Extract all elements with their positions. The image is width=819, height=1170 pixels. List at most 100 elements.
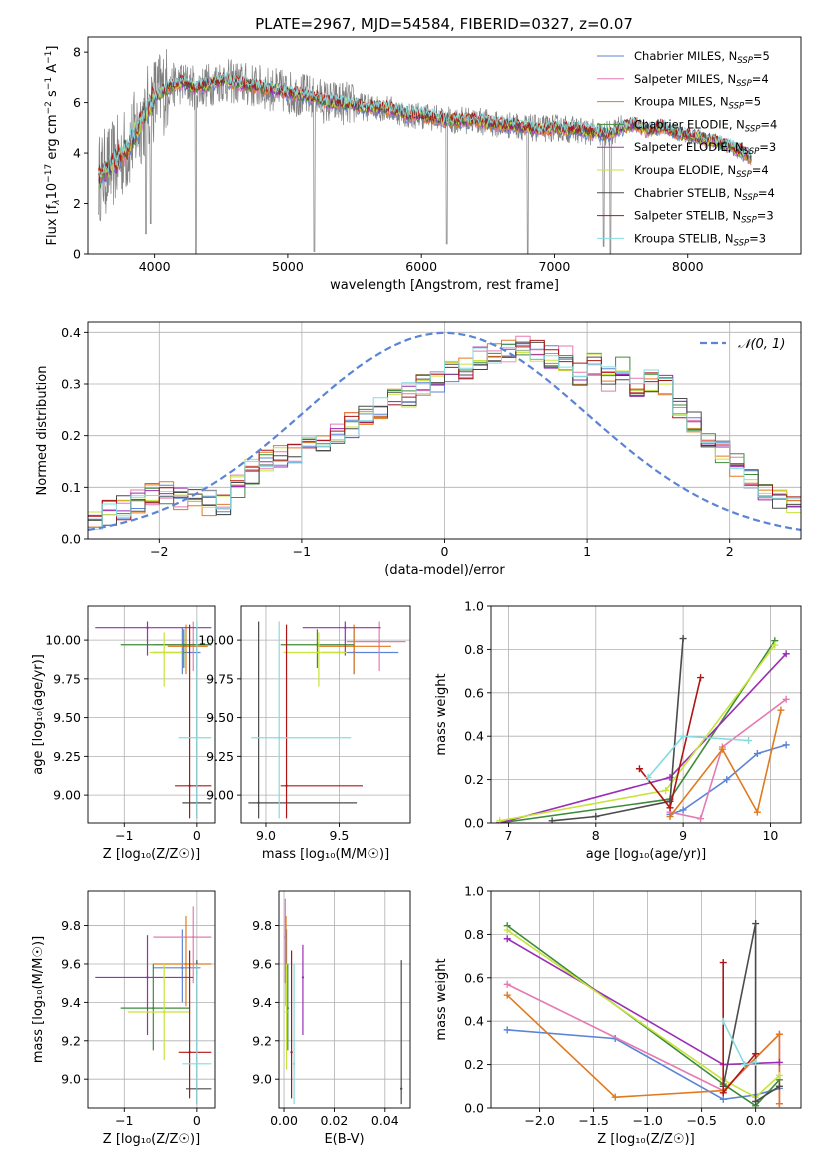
plot-area <box>98 48 752 254</box>
plus-marker <box>503 935 511 943</box>
plus-marker <box>719 1017 727 1025</box>
axes-frame: −1 0 9.0 9.2 9.4 9.6 9.8 Z [log₁₀(Z/Z☉)] mass [l… <box>31 890 216 1147</box>
data-point <box>184 962 188 966</box>
axes-frame: −1 0 9.00 9.25 9.50 9.75 10.00 Z [log₁₀(Z/Z☉)] a… <box>31 605 216 862</box>
y-label-part: ] <box>45 46 60 51</box>
panel-residuals: −2 −1 0 1 2 0.0 0.1 0.2 0.3 0.4 (data-model)/error… <box>35 321 802 578</box>
y-tick-label: 0.8 <box>464 642 484 657</box>
y-axis-label: mass weight <box>434 673 449 755</box>
plus-marker <box>592 812 600 820</box>
y-tick-label: 9.75 <box>206 671 234 686</box>
x-axis-label: Z [log₁₀(Z/Z☉)] <box>103 1132 200 1147</box>
x-tick-label: −2.0 <box>524 1113 554 1128</box>
data-point <box>163 651 166 654</box>
axes-box <box>87 36 802 255</box>
plus-marker <box>782 741 790 749</box>
y-tick-label: 9.8 <box>61 918 81 933</box>
y-tick-label: 0.2 <box>464 1057 484 1072</box>
y-tick-label: 9.50 <box>53 710 81 725</box>
y-tick-label: 6 <box>73 95 81 110</box>
legend-text: Salpeter MILES, N <box>634 72 736 86</box>
y-tick-label: 1.0 <box>464 599 484 614</box>
y-label-part: s <box>45 90 60 101</box>
axes-box <box>87 605 216 824</box>
figure-title: PLATE=2967, MJD=54584, FIBERID=0327, z=0… <box>255 15 633 33</box>
plot-area <box>95 906 212 1105</box>
y-tick-label: 0.6 <box>464 685 484 700</box>
axes-frame: 4000 5000 6000 7000 8000 0 2 4 6 8 wavelength [Ang… <box>73 36 802 293</box>
plus-marker <box>718 745 726 753</box>
plot-area <box>88 331 801 531</box>
x-tick-label: 7 <box>504 828 512 843</box>
x-axis-label: (data-model)/error <box>384 563 505 578</box>
y-axis-label: Flux [fλ10−17 erg cm−2 s−1 A−1] <box>44 46 62 246</box>
y-tick-label: 9.4 <box>61 995 81 1010</box>
plus-marker <box>666 804 674 812</box>
plus-marker <box>782 650 790 658</box>
plus-marker <box>503 926 511 934</box>
axes-box <box>278 890 411 1109</box>
legend-text: Chabrier ELODIE, N <box>634 117 745 131</box>
legend-entry: Chabrier STELIB, NSSP=4 <box>634 186 775 203</box>
legend-text: Chabrier MILES, N <box>634 49 737 63</box>
plot-area <box>284 898 403 1105</box>
y-tick-label: 10.00 <box>45 633 81 648</box>
plus-marker <box>752 920 760 928</box>
data-point <box>181 966 184 970</box>
plus-marker <box>697 674 705 682</box>
series-line <box>669 710 782 817</box>
legend-subscript: SSP <box>729 102 745 112</box>
series-line <box>722 923 780 1103</box>
plus-marker <box>666 812 674 820</box>
y-axis-label: Normed distribution <box>35 366 50 496</box>
plus-marker <box>775 1030 783 1038</box>
y-tick-label: 0.6 <box>464 970 484 985</box>
plus-marker <box>752 1058 760 1066</box>
plus-marker <box>771 641 779 649</box>
data-point <box>182 643 185 646</box>
x-tick-label: −1 <box>293 544 311 559</box>
y-label-part: −1 <box>44 77 54 90</box>
x-axis-label: age [log₁₀(age/yr)] <box>586 847 707 862</box>
plus-marker <box>697 815 705 823</box>
x-tick-label: 0.04 <box>371 1113 399 1128</box>
plus-marker <box>719 959 727 967</box>
x-tick-label: −0.5 <box>686 1113 716 1128</box>
x-tick-label: 7000 <box>539 259 571 274</box>
axes-frame: −2 −1 0 1 2 0.0 0.1 0.2 0.3 0.4 (data-model)/error… <box>35 321 802 578</box>
data-point <box>399 1087 403 1090</box>
legend-text: Kroupa STELIB, N <box>634 231 734 245</box>
legend-subscript: SSP <box>736 170 752 180</box>
series-line <box>506 983 781 1104</box>
legend-subscript: SSP <box>737 56 753 66</box>
x-tick-label: 2 <box>726 544 734 559</box>
y-axis-label: age [log₁₀(age/yr)] <box>31 654 46 775</box>
y-tick-label: 8 <box>73 45 81 60</box>
legend-subscript: SSP <box>734 238 750 248</box>
axes-box <box>87 890 216 1109</box>
plus-marker <box>679 732 687 740</box>
x-axis-label: E(B-V) <box>324 1132 364 1147</box>
plus-marker <box>782 695 790 703</box>
y-tick-label: 0.2 <box>61 428 81 443</box>
x-axis-label: wavelength [Angstrom, rest frame] <box>330 278 559 293</box>
legend-entry: Salpeter STELIB, NSSP=3 <box>634 209 774 226</box>
y-label-part: A <box>45 64 60 77</box>
y-tick-label: 9.2 <box>61 1033 81 1048</box>
plus-marker <box>635 765 643 773</box>
plus-marker <box>775 1058 783 1066</box>
legend-value: =4 <box>752 72 769 86</box>
data-point <box>163 1010 166 1014</box>
series-line <box>506 929 780 1099</box>
data-point <box>317 651 321 654</box>
x-axis-label: Z [log₁₀(Z/Z☉)] <box>103 847 200 862</box>
legend-entry: Chabrier MILES, NSSP=5 <box>634 49 770 66</box>
y-tick-label: 0.0 <box>464 816 484 831</box>
data-point <box>192 935 195 939</box>
y-tick-label: 0.0 <box>464 1101 484 1116</box>
x-tick-label: 8 <box>592 828 600 843</box>
x-tick-label: 6000 <box>405 259 437 274</box>
x-tick-label: −1 <box>115 828 133 843</box>
histogram-kroupa-stelib <box>88 346 801 530</box>
